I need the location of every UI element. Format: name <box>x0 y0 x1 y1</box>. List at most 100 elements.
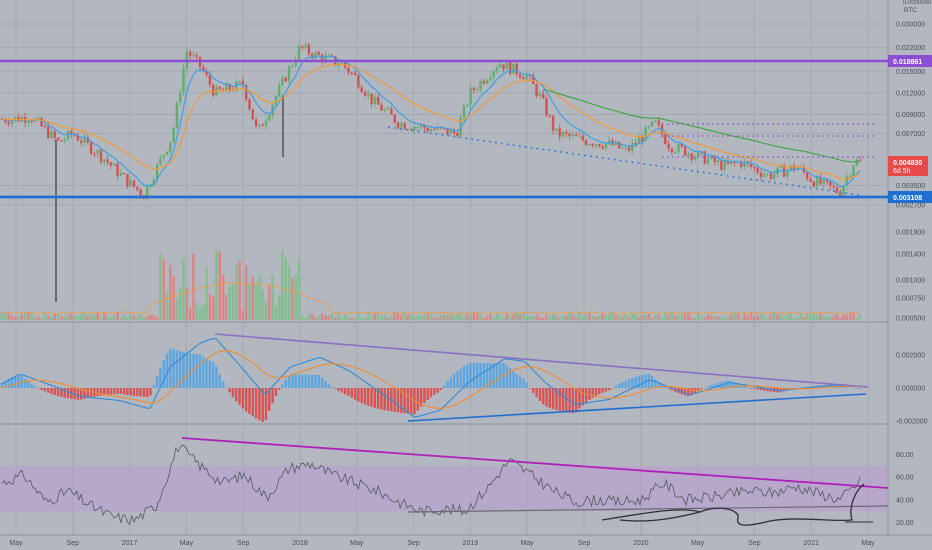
macd-hist-bar <box>657 381 660 388</box>
volume-bar <box>383 314 386 320</box>
volume-bar <box>806 314 809 320</box>
volume-bar <box>225 294 228 320</box>
volume-bar <box>693 317 697 320</box>
volume-bar <box>99 317 103 320</box>
candle-body <box>314 52 317 59</box>
volume-bar <box>0 312 4 320</box>
candle-body <box>548 115 551 117</box>
candle-body <box>248 99 251 109</box>
candle-body <box>47 126 50 139</box>
volume-bar <box>756 315 759 320</box>
time-tick-label: 2021 <box>803 540 819 547</box>
volume-bar <box>528 315 532 320</box>
volume-bar <box>419 315 423 320</box>
candle-body <box>40 118 43 127</box>
candle-body <box>43 126 47 128</box>
volume-bar <box>502 317 505 320</box>
volume-bar <box>697 312 700 320</box>
volume-bar <box>400 314 403 320</box>
macd-hist-bar <box>522 378 525 388</box>
volume-bar <box>188 307 192 320</box>
candle-body <box>304 44 307 48</box>
candle-body <box>809 178 812 182</box>
candle-body <box>363 92 367 96</box>
macd-hist-bar <box>799 387 802 389</box>
macd-hist-bar <box>80 388 83 400</box>
candle-body <box>261 124 264 127</box>
volume-bar <box>311 313 314 320</box>
candle-body <box>674 151 677 153</box>
candle-body <box>763 174 766 177</box>
candle-body <box>159 157 162 165</box>
volume-bar <box>802 316 806 320</box>
volume-bar <box>245 265 248 320</box>
candle-body <box>294 60 297 66</box>
price-unit-label: BTC <box>904 7 917 14</box>
candle-body <box>396 122 400 128</box>
volume-bar <box>182 259 185 320</box>
candle-countdown-label: 6d 5h <box>893 168 911 175</box>
volume-bar <box>185 287 188 320</box>
candle-body <box>469 87 472 106</box>
candle-body <box>155 164 159 180</box>
volume-bar <box>439 314 443 320</box>
macd-hist-bar <box>617 383 621 388</box>
candle-body <box>614 141 617 146</box>
macd-hist-bar <box>733 382 736 388</box>
candle-body <box>485 80 489 84</box>
macd-hist-bar <box>172 349 175 388</box>
candle-body <box>238 81 241 83</box>
candle-body <box>555 128 558 131</box>
volume-bar <box>855 317 858 320</box>
axis-top-label: 0.0000000 <box>903 0 932 6</box>
candle-body <box>723 161 726 170</box>
candle-body <box>251 108 254 120</box>
candle-body <box>697 151 700 157</box>
macd-hist-bar <box>482 363 485 388</box>
candle-body <box>271 104 274 116</box>
candle-body <box>749 163 753 167</box>
macd-hist-bar <box>320 377 324 388</box>
candle-body <box>855 159 858 166</box>
macd-hist-bar <box>258 388 261 421</box>
volume-bar <box>149 314 152 320</box>
macd-hist-bar <box>710 384 713 388</box>
rsi-support-line <box>407 505 889 513</box>
macd-hist-bar <box>66 388 70 399</box>
macd-hist-bar <box>631 377 634 388</box>
macd-tick-label: -0.002000 <box>896 419 928 426</box>
macd-hist-bar <box>601 388 604 393</box>
macd-hist-bar <box>542 388 545 405</box>
volume-bar <box>324 315 327 320</box>
candle-body <box>4 118 7 122</box>
volume-bar <box>677 316 680 320</box>
volume-bar <box>819 313 822 320</box>
macd-hist-bar <box>377 388 380 409</box>
volume-bar <box>710 315 713 320</box>
volume-bar <box>482 317 485 320</box>
candle-body <box>525 75 528 80</box>
macd-hist-bar <box>218 374 221 388</box>
macd-hist-bar <box>740 385 743 388</box>
volume-bar <box>70 314 73 320</box>
candle-body <box>779 166 782 168</box>
candle-body <box>386 108 390 110</box>
volume-bar <box>462 317 466 320</box>
macd-hist-bar <box>307 374 311 388</box>
candle-body <box>83 137 86 143</box>
candle-body <box>789 165 792 170</box>
volume-bar <box>736 312 740 320</box>
time-axis[interactable]: May Sep 2017 May Sep 2018 May Sep 2019 May Sep 2020… <box>9 540 875 547</box>
macd-hist-bar <box>10 377 14 388</box>
macd-hist-bar <box>499 363 502 388</box>
volume-bar <box>545 314 548 320</box>
macd-hist-bar <box>202 356 205 388</box>
volume-bar <box>644 315 647 320</box>
volume-bar <box>812 312 815 320</box>
macd-hist-bar <box>86 388 89 398</box>
macd-hist-bar <box>584 388 588 403</box>
price-tick-label: 0.012000 <box>896 90 925 97</box>
volume-bar <box>344 314 347 320</box>
candle-body <box>320 54 324 62</box>
